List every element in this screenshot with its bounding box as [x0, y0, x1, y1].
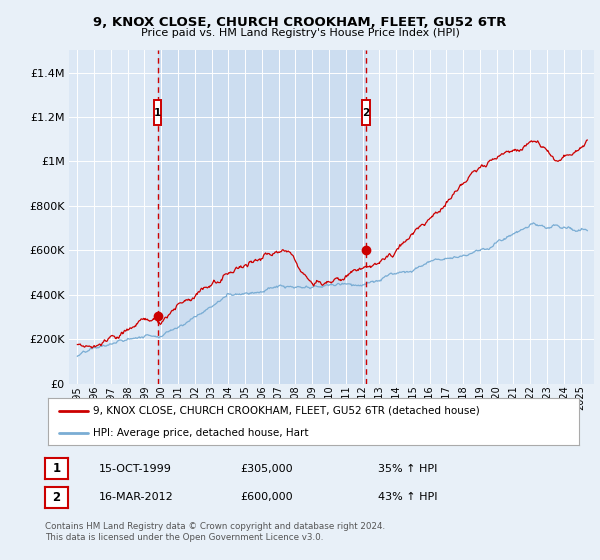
Bar: [158, 50, 366, 384]
Text: 35% ↑ HPI: 35% ↑ HPI: [378, 464, 437, 474]
FancyBboxPatch shape: [362, 100, 370, 125]
Text: £600,000: £600,000: [240, 492, 293, 502]
Text: 15-OCT-1999: 15-OCT-1999: [99, 464, 172, 474]
Text: 1: 1: [154, 108, 161, 118]
Text: Contains HM Land Registry data © Crown copyright and database right 2024.: Contains HM Land Registry data © Crown c…: [45, 522, 385, 531]
Text: £305,000: £305,000: [240, 464, 293, 474]
Text: 9, KNOX CLOSE, CHURCH CROOKHAM, FLEET, GU52 6TR (detached house): 9, KNOX CLOSE, CHURCH CROOKHAM, FLEET, G…: [93, 406, 480, 416]
Text: Price paid vs. HM Land Registry's House Price Index (HPI): Price paid vs. HM Land Registry's House …: [140, 28, 460, 38]
Text: HPI: Average price, detached house, Hart: HPI: Average price, detached house, Hart: [93, 428, 308, 438]
Text: 2: 2: [362, 108, 370, 118]
Text: This data is licensed under the Open Government Licence v3.0.: This data is licensed under the Open Gov…: [45, 533, 323, 542]
Text: 43% ↑ HPI: 43% ↑ HPI: [378, 492, 437, 502]
Text: 9, KNOX CLOSE, CHURCH CROOKHAM, FLEET, GU52 6TR: 9, KNOX CLOSE, CHURCH CROOKHAM, FLEET, G…: [94, 16, 506, 29]
Text: 1: 1: [52, 462, 61, 475]
FancyBboxPatch shape: [154, 100, 161, 125]
Text: 2: 2: [52, 491, 61, 504]
Text: 16-MAR-2012: 16-MAR-2012: [99, 492, 174, 502]
